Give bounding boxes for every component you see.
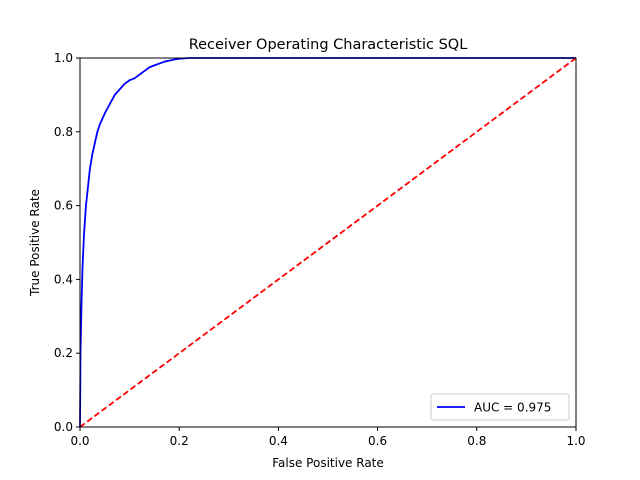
y-tick-label: 0.8 (54, 125, 73, 139)
x-tick-label: 1.0 (566, 434, 585, 448)
y-tick-label: 0.0 (54, 420, 73, 434)
legend-box (430, 393, 570, 421)
x-tick-label: 0.6 (368, 434, 387, 448)
legend-label-auc: AUC = 0.975 (474, 401, 551, 415)
x-tick-label: 0.0 (70, 434, 89, 448)
x-tick-label: 0.8 (467, 434, 486, 448)
chart-title: Receiver Operating Characteristic SQL (189, 37, 468, 53)
y-tick-label: 1.0 (54, 51, 73, 65)
y-axis-label: True Positive Rate (28, 189, 42, 297)
legend: AUC = 0.975 (430, 393, 570, 421)
plot-frame (79, 57, 577, 428)
x-tick-label: 0.4 (269, 434, 288, 448)
y-tick-label: 0.6 (54, 199, 73, 213)
x-tick-label: 0.2 (170, 434, 189, 448)
y-tick-label: 0.2 (54, 346, 73, 360)
x-axis-ticks: 0.0 0.2 0.4 0.6 0.8 1.0 (70, 427, 586, 448)
y-axis-ticks: 0.0 0.2 0.4 0.6 0.8 1.0 (54, 51, 80, 434)
chance-diagonal-line (79, 57, 577, 428)
y-tick-label: 0.4 (54, 272, 73, 286)
x-axis-label: False Positive Rate (272, 456, 384, 470)
